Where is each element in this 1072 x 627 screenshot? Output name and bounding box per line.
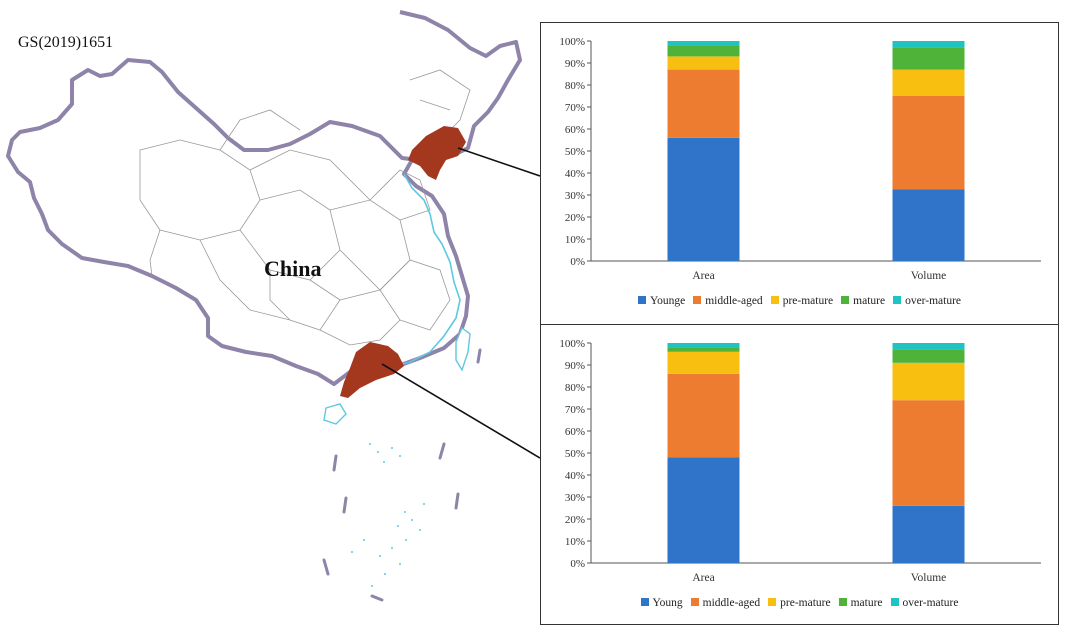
legend-swatch bbox=[768, 598, 777, 606]
bar-segment bbox=[667, 347, 740, 352]
bar-segment bbox=[892, 343, 965, 350]
legend-item: over-mature bbox=[890, 597, 959, 609]
legend-item: pre-mature bbox=[768, 597, 831, 609]
bar-segment bbox=[892, 41, 965, 48]
legend-label: Young bbox=[652, 597, 683, 609]
legend-swatch bbox=[838, 598, 847, 606]
legend-label: pre-mature bbox=[780, 597, 831, 609]
y-tick-label: 100% bbox=[559, 36, 585, 48]
liaoning-region bbox=[408, 126, 466, 180]
stacked-bar-chart-top: 0% 10% 20% 30% 40% 50% 60% 70% 80% 90% 100% Area Vol… bbox=[559, 36, 1041, 282]
connector-bottom bbox=[381, 363, 540, 459]
map-country-label: China bbox=[264, 256, 322, 281]
y-tick-label: 20% bbox=[565, 212, 585, 224]
y-tick-label: 90% bbox=[565, 360, 585, 372]
legend-item: middle-aged bbox=[690, 597, 761, 609]
bar-segment bbox=[892, 400, 965, 506]
bar-segment bbox=[892, 349, 965, 363]
bar-segment bbox=[667, 137, 740, 261]
bar-segment bbox=[892, 96, 965, 190]
bar-segment bbox=[667, 457, 740, 563]
bar-segment bbox=[667, 351, 740, 374]
y-tick-label: 0% bbox=[570, 256, 585, 268]
chart-panel-guangdong: 0% 10% 20% 30% 40% 50% 60% 70% 80% 90% 100% Area Vol… bbox=[540, 324, 1059, 625]
legend-swatch bbox=[693, 296, 702, 304]
legend-swatch bbox=[890, 598, 899, 606]
legend-label: mature bbox=[850, 597, 883, 609]
chart-panel-liaoning: 0% 10% 20% 30% 40% 50% 60% 70% 80% 90% 100% Area Vol… bbox=[540, 22, 1059, 327]
x-category-label: Area bbox=[692, 270, 714, 282]
x-category-label: Area bbox=[692, 572, 714, 584]
dash-line bbox=[322, 348, 482, 602]
legend-item: Young bbox=[640, 597, 683, 609]
legend-item: Younge bbox=[637, 295, 686, 307]
bar-segment bbox=[892, 505, 965, 563]
y-tick-label: 0% bbox=[570, 558, 585, 570]
y-tick-label: 10% bbox=[565, 234, 585, 246]
y-tick-label: 50% bbox=[565, 146, 585, 158]
legend-swatch bbox=[690, 598, 699, 606]
y-tick-label: 40% bbox=[565, 470, 585, 482]
legend-item: middle-aged bbox=[693, 295, 763, 307]
y-tick-label: 10% bbox=[565, 536, 585, 548]
y-tick-label: 30% bbox=[565, 492, 585, 504]
chart-legend-bottom: Young middle-aged pre-mature mature over-mat… bbox=[541, 597, 1058, 609]
stacked-bar-chart-bottom: 0% 10% 20% 30% 40% 50% 60% 70% 80% 90% 100% Area Vol… bbox=[559, 338, 1041, 584]
chart-legend-top: Younge middle-aged pre-mature mature over-ma… bbox=[541, 295, 1058, 307]
y-tick-label: 70% bbox=[565, 404, 585, 416]
legend-swatch bbox=[770, 296, 779, 304]
legend-swatch bbox=[893, 296, 902, 304]
legend-swatch bbox=[640, 598, 649, 606]
bar-segment bbox=[667, 56, 740, 70]
legend-swatch bbox=[841, 296, 850, 304]
guangdong-region bbox=[340, 342, 404, 398]
y-tick-label: 60% bbox=[565, 426, 585, 438]
coastline bbox=[387, 173, 461, 369]
bar-segment bbox=[892, 362, 965, 401]
y-tick-label: 20% bbox=[565, 514, 585, 526]
x-category-label: Volume bbox=[911, 270, 947, 282]
bar-segment bbox=[892, 47, 965, 70]
legend-label: middle-aged bbox=[705, 295, 763, 307]
china-map bbox=[6, 10, 540, 602]
legend-label: Younge bbox=[649, 295, 686, 307]
bar-segment bbox=[892, 189, 965, 261]
connector-top bbox=[457, 147, 540, 177]
taiwan bbox=[455, 326, 471, 372]
hainan bbox=[323, 403, 347, 425]
legend-label: middle-aged bbox=[702, 597, 761, 609]
legend-label: over-mature bbox=[905, 295, 962, 307]
bar-segment bbox=[667, 45, 740, 57]
y-tick-label: 70% bbox=[565, 102, 585, 114]
y-tick-label: 50% bbox=[565, 448, 585, 460]
y-tick-label: 60% bbox=[565, 124, 585, 136]
bar-segment bbox=[892, 69, 965, 96]
y-tick-label: 80% bbox=[565, 382, 585, 394]
legend-label: mature bbox=[853, 295, 886, 307]
bar-segment bbox=[667, 41, 740, 46]
bar-segment bbox=[667, 373, 740, 458]
legend-item: mature bbox=[838, 597, 883, 609]
legend-item: over-mature bbox=[893, 295, 961, 307]
y-tick-label: 40% bbox=[565, 168, 585, 180]
legend-swatch bbox=[637, 296, 646, 304]
bar-segment bbox=[667, 69, 740, 138]
china-outline bbox=[6, 10, 522, 386]
x-category-label: Volume bbox=[911, 572, 947, 584]
bar-segment bbox=[667, 343, 740, 348]
y-tick-label: 100% bbox=[559, 338, 585, 350]
y-tick-label: 30% bbox=[565, 190, 585, 202]
legend-label: pre-mature bbox=[782, 295, 834, 307]
legend-item: pre-mature bbox=[770, 295, 834, 307]
legend-item: mature bbox=[841, 295, 885, 307]
map-review-code: GS(2019)1651 bbox=[18, 34, 114, 51]
south-sea-islands bbox=[351, 443, 425, 587]
y-tick-label: 80% bbox=[565, 80, 585, 92]
province-borders bbox=[139, 69, 471, 346]
y-tick-label: 90% bbox=[565, 58, 585, 70]
legend-label: over-mature bbox=[902, 597, 959, 609]
